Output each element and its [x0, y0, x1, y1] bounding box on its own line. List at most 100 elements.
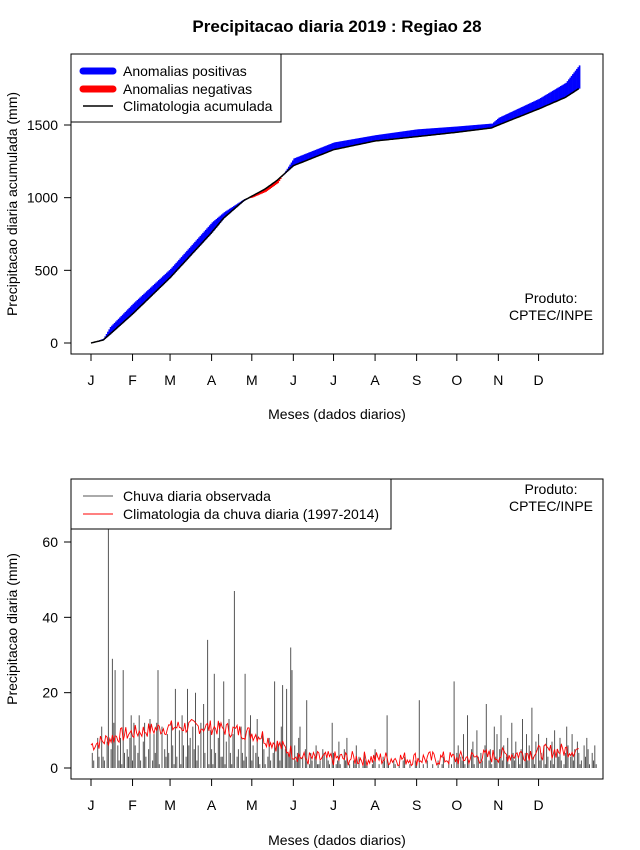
positive-anomaly-segment [454, 126, 456, 133]
positive-anomaly-segment [179, 258, 182, 268]
positive-anomaly-segment [158, 280, 160, 290]
positive-anomaly-segment [564, 83, 566, 98]
positive-anomaly-segment [348, 139, 350, 147]
positive-anomaly-segment [530, 102, 533, 113]
positive-anomaly-segment [513, 110, 515, 120]
positive-anomaly-segment [172, 265, 175, 275]
positive-anomaly-segment [214, 220, 216, 230]
negative-anomaly-segment [277, 180, 279, 184]
plot-box-top [70, 53, 604, 355]
positive-anomaly-segment [399, 131, 401, 139]
positive-anomaly-segment [363, 137, 365, 144]
positive-anomaly-segment [569, 77, 572, 95]
y-tick-label-top: 0 [50, 335, 58, 351]
positive-anomaly-segment [483, 124, 486, 129]
positive-anomaly-segment [502, 115, 505, 124]
positive-anomaly-segment [450, 126, 452, 133]
positive-anomaly-segment [298, 156, 301, 164]
negative-anomaly-segment [257, 193, 259, 196]
negative-anomaly-segment [258, 192, 261, 195]
positive-anomaly-segment [391, 132, 393, 140]
positive-anomaly-segment [542, 96, 545, 108]
positive-anomaly-segment [346, 140, 349, 147]
positive-anomaly-segment [413, 129, 416, 137]
positive-anomaly-segment [328, 144, 330, 152]
legend-bottom: Chuva diaria observada Climatologia da c… [70, 478, 392, 530]
positive-anomaly-segment [301, 155, 304, 163]
positive-anomaly-segment [147, 290, 149, 300]
x-tick-label-top: O [451, 372, 462, 388]
positive-anomaly-segment [222, 213, 224, 220]
positive-anomaly-segment [168, 270, 171, 279]
positive-anomaly-segment [458, 126, 460, 133]
positive-anomaly-segment [198, 237, 200, 248]
positive-anomaly-segment [369, 136, 372, 143]
positive-anomaly-segment [486, 123, 488, 129]
negative-anomaly-segment [266, 187, 269, 191]
positive-anomaly-segment [207, 226, 210, 237]
positive-anomaly-segment [539, 98, 542, 109]
positive-anomaly-segment [484, 124, 487, 129]
positive-anomaly-segment [436, 127, 439, 135]
positive-anomaly-segment [467, 125, 470, 131]
negative-anomaly-segment [261, 191, 263, 194]
positive-anomaly-segment [380, 134, 383, 141]
positive-anomaly-segment [342, 140, 345, 148]
x-tick-label-bottom: N [493, 797, 503, 813]
positive-anomaly-segment [427, 128, 429, 136]
positive-anomaly-segment [507, 113, 510, 122]
positive-anomaly-segment [521, 107, 523, 116]
positive-anomaly-segment [501, 116, 503, 124]
legend-box-bottom [70, 478, 392, 530]
positive-anomaly-segment [367, 136, 369, 143]
positive-anomaly-segment [455, 126, 458, 133]
positive-anomaly-segment [396, 132, 399, 139]
positive-anomaly-segment [336, 141, 338, 150]
negative-anomaly-segment [255, 194, 258, 196]
y-tick-label-top: 1000 [27, 190, 58, 206]
positive-anomaly-segment [471, 125, 474, 131]
positive-anomaly-segment [120, 316, 123, 325]
positive-anomaly-segment [531, 101, 534, 112]
positive-anomaly-segment [113, 322, 116, 331]
positive-anomaly-segment [553, 90, 555, 103]
positive-anomaly-segment [545, 94, 547, 107]
positive-anomaly-segment [314, 149, 317, 158]
positive-anomaly-segment [182, 255, 184, 265]
positive-anomaly-segment [476, 124, 479, 130]
positive-anomaly-segment [404, 131, 407, 138]
positive-anomaly-segment [131, 305, 133, 316]
x-tick-label-top: A [370, 372, 380, 388]
negative-anomaly-segment [279, 177, 282, 180]
positive-anomaly-segment [573, 72, 576, 93]
positive-anomaly-segment [167, 271, 170, 281]
positive-anomaly-segment [526, 104, 529, 114]
positive-anomaly-segment [395, 132, 397, 139]
positive-anomaly-segment [229, 208, 231, 214]
positive-anomaly-segment [462, 126, 464, 132]
positive-anomaly-segment [534, 100, 537, 111]
positive-anomaly-segment [223, 212, 226, 219]
positive-anomaly-segment [515, 109, 518, 119]
positive-anomaly-segment [107, 331, 109, 337]
positive-anomaly-segment [535, 100, 538, 111]
x-tick-label-top: M [164, 372, 176, 388]
negative-anomaly-segment [270, 185, 273, 188]
positive-anomaly-segment [451, 126, 454, 133]
positive-anomaly-segment [160, 277, 163, 287]
credit-line-1-bottom: Produto: [525, 481, 578, 497]
positive-anomaly-segment [480, 124, 483, 130]
positive-anomaly-segment [554, 89, 557, 103]
positive-anomaly-segment [446, 127, 448, 134]
positive-anomaly-segment [551, 90, 554, 104]
positive-anomaly-segment [164, 273, 167, 283]
x-tick-label-bottom: F [128, 797, 137, 813]
positive-anomaly-segment [115, 321, 117, 330]
positive-anomaly-segment [385, 133, 388, 140]
positive-anomaly-segment [199, 235, 202, 246]
positive-anomaly-segment [203, 231, 206, 242]
x-axis-label-bottom: Meses (dados diarios) [268, 832, 406, 848]
x-tick-label-top: M [246, 372, 258, 388]
positive-anomaly-segment [474, 125, 476, 131]
positive-anomaly-segment [381, 134, 384, 141]
